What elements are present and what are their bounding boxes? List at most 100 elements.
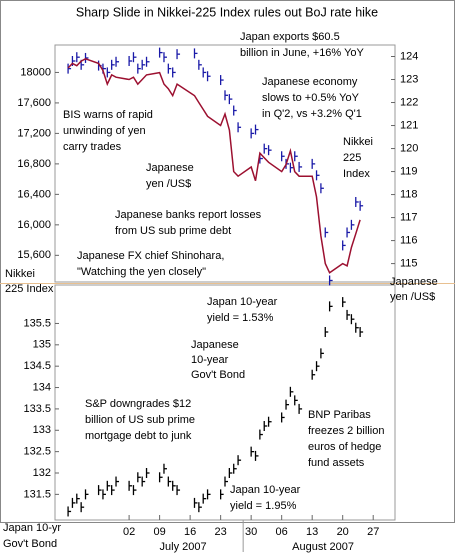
- price-tick: [328, 301, 333, 312]
- price-tick: [224, 476, 228, 487]
- price-tick: [167, 476, 172, 487]
- annotation: fund assets: [308, 457, 365, 469]
- price-tick: [281, 412, 285, 423]
- y-tick-label: 18000: [20, 66, 51, 78]
- price-tick: [346, 309, 351, 320]
- annotation: Japanese banks report losses: [115, 209, 262, 221]
- annotation: euros of hedge: [308, 441, 381, 453]
- bottom-plot-frame: [54, 284, 396, 521]
- annotation: slows to +0.5% YoY: [262, 92, 360, 104]
- x-tick-label: 20: [337, 526, 349, 538]
- annotation: 225 Index: [5, 283, 54, 295]
- y-tick-label: 132: [33, 467, 51, 479]
- annotation: BIS warns of rapid: [63, 109, 153, 121]
- annotation: unwinding of yen: [63, 125, 146, 137]
- annotation: Gov't Bond: [191, 369, 245, 381]
- price-tick: [254, 124, 259, 135]
- price-tick: [233, 105, 237, 116]
- price-tick: [315, 361, 320, 372]
- price-tick: [71, 497, 76, 508]
- price-tick: [342, 240, 346, 251]
- price-tick: [80, 502, 85, 513]
- y-tick-label: 133.5: [23, 403, 51, 415]
- price-tick: [145, 468, 150, 478]
- price-tick: [233, 463, 237, 474]
- y-tick-label: 132.5: [23, 446, 51, 458]
- y-tick-label: 16,000: [17, 219, 51, 231]
- price-tick: [115, 56, 120, 67]
- annotation: Japan 10-year: [207, 296, 278, 308]
- price-tick: [320, 183, 324, 194]
- annotation: BNP Paribas: [308, 409, 371, 421]
- annotation: freezes 2 billion: [308, 425, 384, 437]
- annotation: yen /US$: [146, 178, 191, 190]
- price-tick: [167, 63, 172, 74]
- price-tick: [224, 90, 228, 101]
- y-tick-label: 16,800: [17, 158, 51, 170]
- y-tick-label: 17,600: [17, 97, 51, 109]
- price-tick: [206, 71, 211, 82]
- annotation: Japan 10-year: [230, 484, 301, 496]
- price-tick: [250, 128, 255, 139]
- x-tick-label: 13: [306, 526, 318, 538]
- y-tick-label: 16,400: [17, 188, 51, 200]
- annotation: yen /US$: [390, 291, 435, 303]
- y2-tick-label: 120: [400, 142, 418, 154]
- price-tick: [342, 297, 346, 308]
- price-tick: [228, 94, 233, 105]
- annotation: yield = 1.53%: [207, 312, 274, 324]
- price-tick: [193, 497, 198, 508]
- price-tick: [76, 493, 80, 504]
- frame: [0, 0, 455, 523]
- price-tick: [267, 416, 272, 427]
- annotation: Japanese: [191, 339, 239, 351]
- y-tick-label: 15,600: [17, 249, 51, 261]
- y-tick-label: 133: [33, 424, 51, 436]
- price-tick: [315, 170, 320, 181]
- price-tick: [254, 450, 259, 461]
- y-tick-label: 134.5: [23, 360, 51, 372]
- price-tick: [298, 161, 303, 172]
- annotation: Gov't Bond: [3, 538, 57, 550]
- y2-tick-label: 122: [400, 96, 418, 108]
- price-tick: [172, 67, 176, 78]
- price-tick: [176, 49, 181, 60]
- annotation: from US sub prime debt: [115, 225, 231, 237]
- price-tick: [202, 67, 207, 78]
- price-tick: [84, 489, 89, 500]
- annotation: "Watching the yen closely": [77, 266, 206, 278]
- annotation: Japanese: [146, 162, 194, 174]
- price-tick: [67, 63, 72, 74]
- y2-tick-label: 123: [400, 73, 418, 85]
- price-tick: [128, 56, 133, 67]
- price-tick: [106, 67, 111, 78]
- annotation: Japanese economy: [262, 76, 358, 88]
- annotation: yield = 1.95%: [230, 500, 297, 512]
- x-tick-label: 30: [245, 526, 257, 538]
- price-tick: [263, 143, 268, 154]
- price-tick: [289, 386, 294, 397]
- y2-tick-label: 118: [400, 188, 418, 200]
- price-tick: [158, 472, 163, 483]
- x-tick-label: 02: [123, 526, 135, 538]
- price-tick: [237, 122, 242, 133]
- y-tick-label: 135.5: [23, 317, 51, 329]
- month-label: July 2007: [160, 541, 207, 553]
- annotation: S&P downgrades $12: [85, 398, 191, 410]
- price-tick: [324, 327, 329, 337]
- price-tick: [145, 56, 150, 67]
- y2-tick-label: 121: [400, 119, 418, 131]
- price-tick: [202, 493, 207, 504]
- price-tick: [106, 480, 111, 491]
- price-tick: [267, 145, 272, 156]
- price-tick: [137, 472, 141, 483]
- price-tick: [141, 59, 146, 70]
- price-tick: [259, 429, 263, 440]
- price-tick: [206, 489, 211, 500]
- annotation: billion in June, +16% YoY: [240, 47, 365, 59]
- y-tick-label: 131.5: [23, 488, 51, 500]
- price-tick: [289, 162, 294, 173]
- price-tick: [102, 489, 106, 500]
- x-tick-label: 23: [215, 526, 227, 538]
